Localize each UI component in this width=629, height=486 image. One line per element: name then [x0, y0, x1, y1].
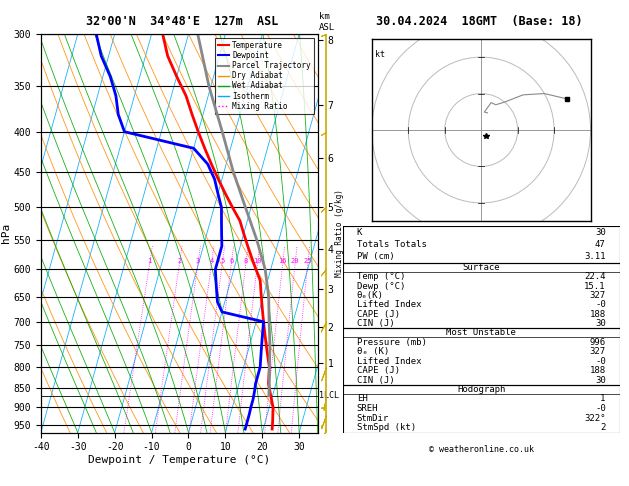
Text: 2: 2 [600, 423, 606, 432]
Text: 25: 25 [303, 258, 312, 264]
Text: Most Unstable: Most Unstable [446, 329, 516, 337]
Text: -0: -0 [595, 404, 606, 413]
Text: PW (cm): PW (cm) [357, 252, 394, 261]
Y-axis label: hPa: hPa [1, 223, 11, 243]
Text: 30: 30 [595, 376, 606, 385]
Text: 188: 188 [589, 310, 606, 319]
Text: km
ASL: km ASL [319, 12, 335, 32]
Text: StmDir: StmDir [357, 414, 389, 423]
Text: 8: 8 [244, 258, 248, 264]
Text: 22.4: 22.4 [584, 272, 606, 281]
Text: Lifted Index: Lifted Index [357, 300, 421, 310]
Legend: Temperature, Dewpoint, Parcel Trajectory, Dry Adiabat, Wet Adiabat, Isotherm, Mi: Temperature, Dewpoint, Parcel Trajectory… [214, 38, 314, 114]
Text: 47: 47 [595, 240, 606, 249]
Text: © weatheronline.co.uk: © weatheronline.co.uk [429, 445, 533, 454]
Text: Mixing Ratio (g/kg): Mixing Ratio (g/kg) [335, 190, 344, 277]
Text: kt: kt [376, 50, 386, 59]
Text: CAPE (J): CAPE (J) [357, 366, 399, 375]
Text: 1: 1 [600, 395, 606, 403]
Text: K: K [357, 227, 362, 237]
Text: Hodograph: Hodograph [457, 385, 505, 394]
Text: θₑ (K): θₑ (K) [357, 347, 389, 356]
Text: 5: 5 [220, 258, 225, 264]
Text: 30.04.2024  18GMT  (Base: 18): 30.04.2024 18GMT (Base: 18) [376, 15, 583, 28]
Text: Surface: Surface [462, 263, 500, 272]
Text: 1: 1 [147, 258, 152, 264]
Text: Dewp (°C): Dewp (°C) [357, 282, 405, 291]
Text: 1LCL: 1LCL [320, 391, 340, 400]
Text: CIN (J): CIN (J) [357, 319, 394, 328]
Text: 16: 16 [279, 258, 287, 264]
Text: CIN (J): CIN (J) [357, 376, 394, 385]
Text: 996: 996 [589, 338, 606, 347]
Text: 3: 3 [196, 258, 200, 264]
Text: 2: 2 [177, 258, 182, 264]
Text: 3.11: 3.11 [584, 252, 606, 261]
Text: EH: EH [357, 395, 367, 403]
Text: 188: 188 [589, 366, 606, 375]
X-axis label: Dewpoint / Temperature (°C): Dewpoint / Temperature (°C) [88, 455, 270, 465]
Text: 4: 4 [209, 258, 214, 264]
Text: 327: 327 [589, 291, 606, 300]
Text: Pressure (mb): Pressure (mb) [357, 338, 426, 347]
Text: 6: 6 [229, 258, 233, 264]
Text: θₑ(K): θₑ(K) [357, 291, 384, 300]
Text: 10: 10 [253, 258, 262, 264]
Text: 20: 20 [291, 258, 299, 264]
Text: CAPE (J): CAPE (J) [357, 310, 399, 319]
Text: Lifted Index: Lifted Index [357, 357, 421, 365]
Text: -0: -0 [595, 300, 606, 310]
Text: Totals Totals: Totals Totals [357, 240, 426, 249]
Text: 322°: 322° [584, 414, 606, 423]
Text: SREH: SREH [357, 404, 378, 413]
Text: 15.1: 15.1 [584, 282, 606, 291]
Text: Temp (°C): Temp (°C) [357, 272, 405, 281]
Text: StmSpd (kt): StmSpd (kt) [357, 423, 416, 432]
Text: 30: 30 [595, 319, 606, 328]
Text: 30: 30 [595, 227, 606, 237]
Text: 32°00'N  34°48'E  127m  ASL: 32°00'N 34°48'E 127m ASL [86, 15, 279, 28]
Text: -0: -0 [595, 357, 606, 365]
Text: 327: 327 [589, 347, 606, 356]
